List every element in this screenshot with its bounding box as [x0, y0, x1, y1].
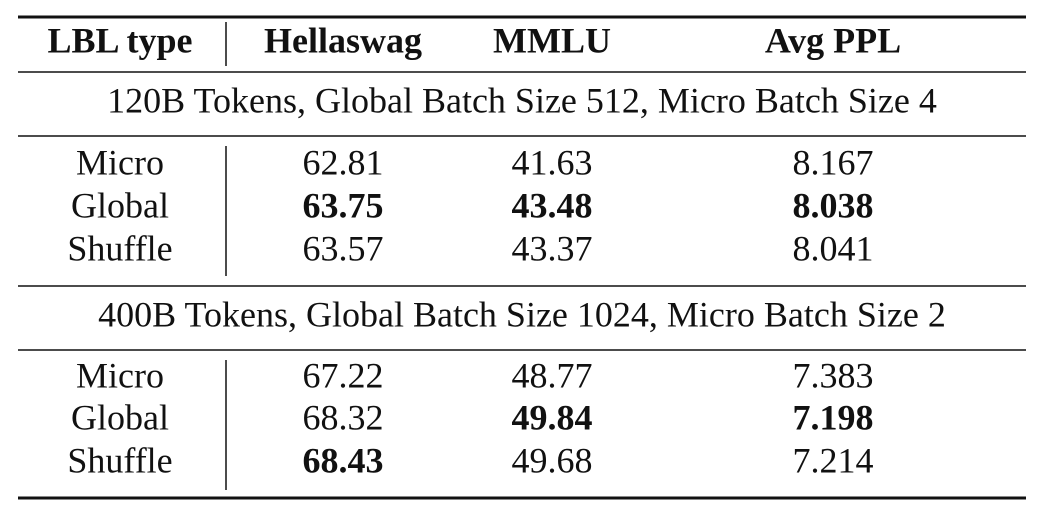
cell: 43.48: [512, 185, 593, 225]
section-title: 120B Tokens, Global Batch Size 512, Micr…: [107, 80, 937, 120]
header-cell: LBL type: [47, 20, 192, 60]
row-label: Global: [71, 185, 169, 225]
cell: 68.32: [303, 397, 384, 437]
row-label: Global: [71, 397, 169, 437]
cell: 49.68: [512, 440, 593, 480]
cell: 8.041: [793, 228, 874, 268]
cell: 67.22: [303, 355, 384, 395]
cell: 7.383: [793, 355, 874, 395]
section-title: 400B Tokens, Global Batch Size 1024, Mic…: [98, 294, 946, 334]
cell: 41.63: [512, 142, 593, 182]
cell: 63.57: [303, 228, 384, 268]
cell: 8.167: [793, 142, 874, 182]
header-cell: Hellaswag: [264, 20, 422, 60]
cell: 62.81: [303, 142, 384, 182]
cell: 63.75: [303, 185, 384, 225]
header-cell: MMLU: [493, 20, 611, 60]
row-label: Shuffle: [67, 228, 172, 268]
cell: 8.038: [793, 185, 874, 225]
row-label: Micro: [76, 355, 164, 395]
header-cell: Avg PPL: [765, 20, 901, 60]
cell: 48.77: [512, 355, 593, 395]
cell: 7.214: [793, 440, 874, 480]
row-label: Shuffle: [67, 440, 172, 480]
cell: 7.198: [793, 397, 874, 437]
cell: 49.84: [512, 397, 593, 437]
cell: 43.37: [512, 228, 593, 268]
cell: 68.43: [303, 440, 384, 480]
row-label: Micro: [76, 142, 164, 182]
